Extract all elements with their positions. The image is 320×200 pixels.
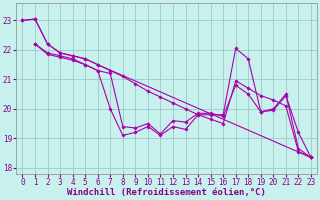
X-axis label: Windchill (Refroidissement éolien,°C): Windchill (Refroidissement éolien,°C)	[67, 188, 266, 197]
